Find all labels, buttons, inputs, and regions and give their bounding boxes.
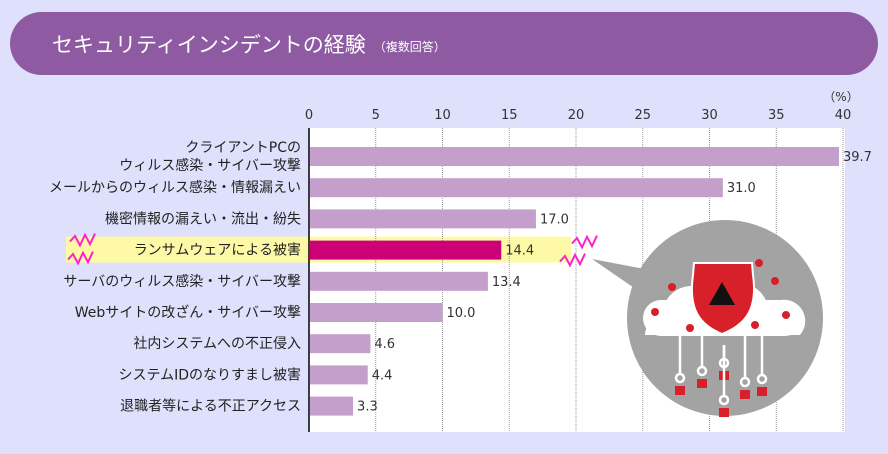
data-label: 4.4 xyxy=(372,368,393,383)
data-label: 17.0 xyxy=(540,212,569,227)
bar xyxy=(310,334,371,354)
category-label: ランサムウェアによる被害 xyxy=(134,243,301,259)
title-banner: セキュリティインシデントの経験 （複数回答） xyxy=(10,12,878,75)
bar xyxy=(310,147,839,166)
chart-title: セキュリティインシデントの経験 xyxy=(52,32,366,57)
chart-subtitle: （複数回答） xyxy=(373,39,446,54)
bar xyxy=(310,303,443,322)
bar xyxy=(310,271,488,291)
data-label: 31.0 xyxy=(727,181,756,196)
bar xyxy=(310,365,368,385)
bar xyxy=(310,240,502,260)
tick-label: 20 xyxy=(568,108,585,123)
zigzag-mark xyxy=(559,252,586,268)
data-label: 10.0 xyxy=(447,306,476,321)
category-label: 社内システムへの不正侵入 xyxy=(133,335,301,352)
category-label: クライアントPCの xyxy=(185,140,301,156)
data-label: 39.7 xyxy=(843,150,872,165)
data-label: 4.6 xyxy=(374,337,395,352)
tick-label: 35 xyxy=(768,108,785,123)
data-label: 14.4 xyxy=(505,244,534,259)
category-label: システムIDのなりすまし被害 xyxy=(119,367,302,383)
category-label: 機密情報の漏えい・流出・紛失 xyxy=(105,210,301,227)
zigzag-mark xyxy=(67,250,94,266)
data-label: 13.4 xyxy=(492,275,521,290)
category-label: メールからのウィルス感染・情報漏えい xyxy=(49,179,301,196)
zigzag-mark xyxy=(571,234,598,250)
tick-label: 10 xyxy=(434,108,451,123)
category-label: Webサイトの改ざん・サイバー攻撃 xyxy=(75,304,301,321)
tick-label: 15 xyxy=(501,108,518,123)
tick-label: 5 xyxy=(372,108,380,123)
bar xyxy=(310,178,723,198)
zigzag-mark xyxy=(69,232,96,248)
tick-label: 0 xyxy=(305,108,313,123)
unit-label: （%） xyxy=(823,90,858,104)
category-label: サーバのウィルス感染・サイバー攻撃 xyxy=(63,273,301,290)
tick-label: 30 xyxy=(701,108,718,123)
category-label: 退職者等による不正アクセス xyxy=(120,398,301,415)
tick-label: 40 xyxy=(835,108,852,123)
cloud-security-illustration-icon xyxy=(592,220,823,417)
bar xyxy=(310,209,536,229)
tick-label: 25 xyxy=(634,108,651,123)
category-label: ウィルス感染・サイバー攻撃 xyxy=(119,157,301,174)
data-label: 3.3 xyxy=(357,400,378,415)
bar xyxy=(310,396,354,416)
